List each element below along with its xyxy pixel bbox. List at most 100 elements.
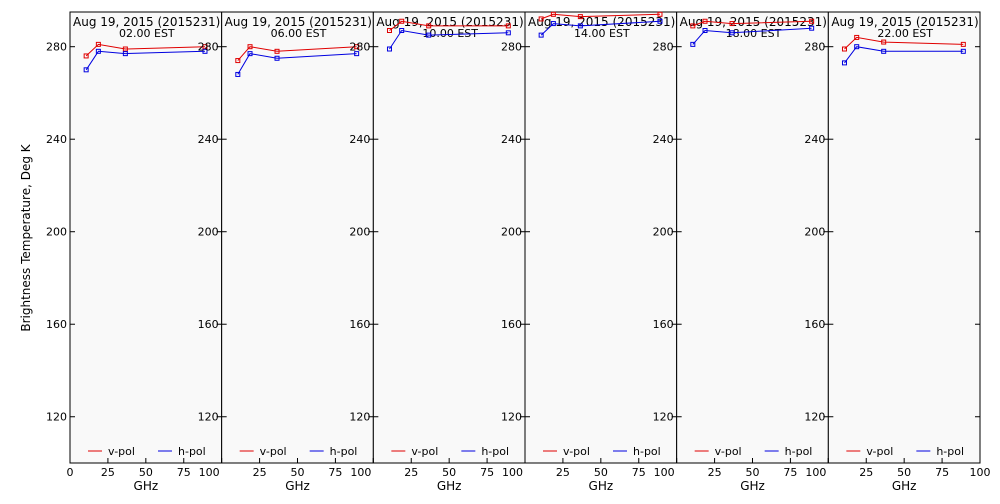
x-tick-label: 100 <box>970 466 991 479</box>
x-axis-label-1: GHz <box>134 479 159 493</box>
x-tick-label: 50 <box>746 466 760 479</box>
x-tick-label: 100 <box>199 466 220 479</box>
data-point-h-pol <box>841 60 847 66</box>
data-point-v-pol <box>235 58 241 64</box>
y-tick-label: 240 <box>804 133 825 146</box>
series-line-h-pol <box>540 20 661 36</box>
plot-panel-1 <box>69 11 223 464</box>
y-tick-label: 120 <box>501 411 522 424</box>
x-tick-label: 0 <box>67 466 74 479</box>
panel-title-4: Aug 19, 2015 (2015231) <box>528 15 675 29</box>
data-point-v-pol <box>83 53 89 59</box>
x-tick-label: 100 <box>502 466 523 479</box>
x-axis-label-2: GHz <box>285 479 310 493</box>
y-tick-label: 200 <box>653 226 674 239</box>
plot-panel-6 <box>827 11 981 464</box>
data-point-v-pol <box>690 23 696 29</box>
series-line-v-pol <box>844 36 964 50</box>
y-axis-label: Brightness Temperature, Deg K <box>19 143 33 331</box>
data-point-v-pol <box>505 23 511 29</box>
y-tick-label: 280 <box>349 41 370 54</box>
data-point-v-pol <box>95 41 101 47</box>
panel-subtitle-4: 14.00 EST <box>574 27 630 40</box>
legend-label-v-pol: v-pol <box>260 445 287 458</box>
x-tick-label: 75 <box>935 466 949 479</box>
y-tick-label: 280 <box>804 41 825 54</box>
x-tick-label: 100 <box>654 466 675 479</box>
legend-label-v-pol: v-pol <box>563 445 590 458</box>
data-point-h-pol <box>202 48 208 54</box>
y-tick-label: 280 <box>198 41 219 54</box>
panel-subtitle-3: 10.00 EST <box>422 27 478 40</box>
y-tick-label: 120 <box>349 411 370 424</box>
data-point-h-pol <box>83 67 89 73</box>
x-tick-label: 75 <box>328 466 342 479</box>
x-tick-label: 50 <box>897 466 911 479</box>
data-point-h-pol <box>854 44 860 50</box>
data-point-h-pol <box>881 48 887 54</box>
data-point-h-pol <box>577 23 583 29</box>
legend-label-h-pol: h-pol <box>936 445 964 458</box>
series-line-h-pol <box>237 53 357 75</box>
y-tick-label: 200 <box>198 226 219 239</box>
y-tick-label: 200 <box>46 226 67 239</box>
x-tick-label: 50 <box>594 466 608 479</box>
panel-title-2: Aug 19, 2015 (2015231) <box>225 15 372 29</box>
x-tick-label: 50 <box>291 466 305 479</box>
data-point-v-pol <box>809 18 815 24</box>
x-tick-label: 75 <box>177 466 191 479</box>
series-line-v-pol <box>237 46 357 61</box>
x-tick-label: 100 <box>350 466 371 479</box>
data-point-h-pol <box>386 46 392 52</box>
panel-title-1: Aug 19, 2015 (2015231) <box>73 15 220 29</box>
y-tick-label: 200 <box>501 226 522 239</box>
x-tick-label: 50 <box>139 466 153 479</box>
plot-panel-2 <box>221 11 374 464</box>
y-tick-label: 240 <box>349 133 370 146</box>
y-tick-label: 280 <box>46 41 67 54</box>
series-line-v-pol <box>85 43 206 57</box>
x-tick-label: 25 <box>253 466 267 479</box>
x-tick-label: 50 <box>442 466 456 479</box>
y-tick-label: 120 <box>804 411 825 424</box>
legend-label-h-pol: h-pol <box>481 445 509 458</box>
legend-label-h-pol: h-pol <box>330 445 358 458</box>
data-point-v-pol <box>702 18 708 24</box>
panel-title-6: Aug 19, 2015 (2015231) <box>831 15 978 29</box>
y-tick-label: 160 <box>653 318 674 331</box>
panel-subtitle-6: 22.00 EST <box>877 27 933 40</box>
data-point-h-pol <box>95 48 101 54</box>
data-point-v-pol <box>399 18 405 24</box>
y-tick-label: 160 <box>804 318 825 331</box>
data-point-h-pol <box>657 18 663 24</box>
data-point-v-pol <box>247 44 253 50</box>
legend-label-v-pol: v-pol <box>411 445 438 458</box>
data-point-h-pol <box>426 32 432 38</box>
data-point-v-pol <box>122 46 128 52</box>
data-point-v-pol <box>354 44 360 50</box>
y-tick-label: 160 <box>501 318 522 331</box>
data-point-v-pol <box>854 34 860 40</box>
data-point-h-pol <box>550 21 556 27</box>
y-tick-label: 160 <box>46 318 67 331</box>
legend-label-h-pol: h-pol <box>178 445 206 458</box>
y-tick-label: 240 <box>46 133 67 146</box>
data-point-h-pol <box>505 30 511 36</box>
x-axis-label-5: GHz <box>740 479 765 493</box>
data-point-h-pol <box>809 25 815 31</box>
y-tick-label: 280 <box>501 41 522 54</box>
data-point-v-pol <box>550 11 556 17</box>
data-point-h-pol <box>235 71 241 77</box>
x-tick-label: 25 <box>404 466 418 479</box>
x-tick-label: 25 <box>101 466 115 479</box>
data-point-h-pol <box>354 51 360 57</box>
plot-panel-4 <box>524 11 678 464</box>
data-point-v-pol <box>426 23 432 29</box>
panel-title-5: Aug 19, 2015 (2015231) <box>680 15 827 29</box>
y-tick-label: 120 <box>46 411 67 424</box>
x-tick-label: 75 <box>480 466 494 479</box>
y-tick-label: 120 <box>653 411 674 424</box>
series-line-h-pol <box>844 46 964 64</box>
data-point-v-pol <box>881 39 887 45</box>
data-point-v-pol <box>274 48 280 54</box>
